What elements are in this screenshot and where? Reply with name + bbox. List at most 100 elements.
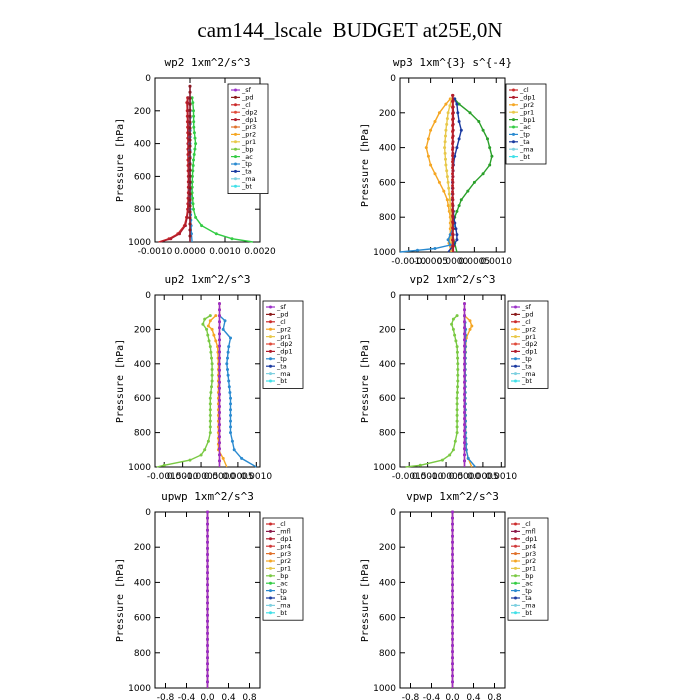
data-point [455,350,459,354]
data-point [199,453,203,457]
y-tick-label: 600 [134,172,151,182]
data-point [188,156,192,160]
data-point [209,391,213,394]
legend-marker [514,327,517,331]
data-point [206,546,209,550]
data-point [454,227,458,231]
data-point [457,137,461,141]
data-point [183,224,187,228]
data-point [188,458,192,462]
data-point [191,196,195,200]
x-tick-label: 0.0010 [241,472,273,482]
data-point [463,435,466,439]
data-point [463,386,466,390]
data-point [451,122,455,126]
data-point [188,126,192,130]
data-point [451,644,454,647]
legend-marker [234,162,237,166]
legend-label: _bp1 [519,116,536,124]
data-point [463,429,466,433]
x-tick-label: 0.0000 [204,472,236,482]
data-point [451,559,454,563]
legend-marker [269,522,272,526]
legend-marker [514,320,517,324]
data-point [451,317,455,321]
data-point [206,324,210,328]
panel-4: vp2 1xm^2/s^3 Pressure [hPa] 0 200 400 600 800… [360,273,549,482]
data-point [206,601,209,605]
legend-marker [234,125,237,129]
y-tick-label: 800 [379,213,396,223]
y-tick-label: 0 [145,74,151,84]
legend-label: _ta [276,362,287,370]
y-tick-label: 600 [134,394,151,404]
x-tick-label: -0.0005 [413,257,448,267]
y-axis-label: Pressure [hPa] [115,339,126,423]
data-point [218,447,221,451]
x-tick-label: -0.0010 [391,257,426,267]
legend-marker [234,110,237,114]
data-point [218,350,221,354]
data-point [445,175,449,179]
data-point [218,344,221,348]
data-point [206,662,209,666]
legend-label: _cl [241,101,251,109]
data-point [206,553,209,556]
legend-marker [269,529,272,533]
legend-marker [234,88,237,92]
legend-marker [269,574,272,578]
data-point [437,111,441,115]
data-point [451,227,455,231]
legend-label: _dp1 [276,535,293,543]
data-point [446,111,450,115]
data-point [456,356,460,360]
x-tick-label: -0.0005 [184,472,219,482]
data-point [445,122,449,126]
legend-label: _pr2 [519,101,534,109]
series-line [158,97,190,243]
legend-label: _cl [521,318,531,326]
data-point [429,128,433,132]
legend-marker [512,95,515,99]
legend-label: _pr1 [519,108,534,116]
legend-label: _dp1 [521,348,538,356]
data-point [456,368,460,371]
legend-label: _pr3 [521,550,536,558]
data-point [463,356,466,360]
data-point [455,419,459,423]
x-tick-label: 0.0010 [209,247,241,257]
legend-label: _ta [241,168,252,176]
data-point [206,607,209,611]
data-point [226,368,229,371]
data-point [451,244,455,248]
y-tick-label: 200 [134,325,151,335]
legend-marker [512,155,515,159]
legend-label: _cl [276,318,286,326]
data-point [455,425,459,429]
data-point [206,656,209,660]
data-point [218,417,221,421]
data-point [486,137,489,141]
data-point [445,169,449,173]
legend-marker [269,566,272,570]
data-point [440,458,444,462]
data-point [468,111,472,115]
data-point [203,448,207,452]
legend-label: _ma [276,370,291,378]
data-point [454,339,458,343]
data-point [206,540,209,544]
data-point [457,120,461,123]
legend-marker [269,305,272,309]
legend-marker [269,589,272,593]
legend-label: _bt [521,377,532,385]
data-point [466,456,470,460]
y-tick-label: 200 [134,543,151,553]
data-point [188,150,192,154]
data-point [192,125,196,129]
legend-marker [269,611,272,615]
legend-label: _cl [276,520,286,528]
legend-marker [514,559,517,563]
data-point [433,247,437,250]
data-point [463,398,466,402]
y-tick-label: 800 [379,649,396,659]
